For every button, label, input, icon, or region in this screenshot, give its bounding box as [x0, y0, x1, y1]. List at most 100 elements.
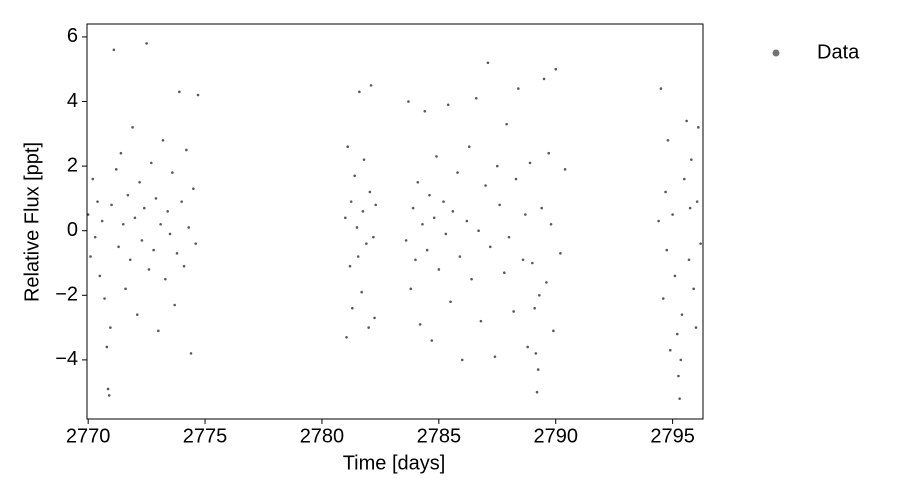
data-point: [690, 158, 693, 161]
data-point: [140, 239, 144, 242]
data-point: [418, 323, 422, 326]
data-point: [545, 281, 548, 284]
data-point: [348, 264, 352, 268]
data-point: [675, 332, 679, 336]
data-point: [540, 206, 543, 210]
data-point: [446, 103, 450, 107]
y-tick-label: −4: [55, 348, 78, 370]
data-point: [502, 271, 506, 274]
data-point: [694, 326, 698, 329]
data-point: [549, 222, 553, 226]
legend-marker: [772, 49, 780, 57]
data-point: [411, 206, 415, 210]
data-point: [185, 148, 188, 152]
data-point: [688, 206, 692, 210]
data-point: [362, 158, 366, 161]
x-tick-label: 2780: [300, 425, 345, 447]
x-tick-label: 2775: [183, 425, 228, 447]
data-point: [680, 313, 684, 316]
data-point: [678, 397, 681, 400]
data-point: [465, 219, 469, 223]
data-point: [535, 390, 539, 394]
data-point: [547, 151, 551, 155]
data-point: [355, 226, 359, 229]
data-point: [679, 358, 683, 362]
data-point: [430, 339, 434, 342]
x-tick-label: 2795: [650, 425, 695, 447]
data-point: [668, 348, 672, 352]
data-point: [351, 306, 354, 310]
data-point: [192, 187, 195, 191]
y-tick-label: −2: [55, 284, 78, 306]
data-point: [666, 138, 670, 142]
data-point: [110, 203, 113, 207]
data-point: [86, 213, 90, 216]
data-point: [442, 200, 445, 203]
x-tick-label: 2770: [66, 425, 111, 447]
data-point: [493, 355, 497, 358]
data-point: [360, 290, 363, 294]
data-point: [542, 77, 546, 81]
data-point: [126, 193, 130, 197]
data-point: [133, 216, 137, 220]
data-point: [152, 248, 155, 252]
data-point: [692, 287, 695, 291]
data-point: [531, 261, 534, 265]
data-point: [369, 84, 373, 87]
data-point: [117, 245, 120, 249]
data-point: [659, 87, 663, 90]
data-point: [695, 200, 699, 203]
x-tick-label: 2790: [533, 425, 578, 447]
data-point: [358, 90, 361, 94]
data-point: [135, 313, 139, 316]
data-point: [107, 394, 111, 397]
data-point: [554, 67, 558, 71]
data-point: [128, 258, 132, 262]
data-point: [105, 345, 109, 349]
data-point: [437, 268, 441, 271]
data-point: [166, 210, 169, 213]
data-point: [361, 210, 365, 213]
data-point: [149, 161, 153, 165]
data-point: [505, 122, 508, 126]
data-point: [534, 352, 538, 355]
data-point: [365, 242, 368, 245]
data-point: [526, 345, 529, 349]
data-point: [91, 177, 95, 181]
data-point: [451, 210, 455, 213]
data-point: [154, 197, 158, 200]
data-point: [685, 119, 688, 123]
data-point: [142, 206, 146, 210]
data-point: [699, 242, 702, 245]
y-axis-label: Relative Flux [ppt]: [21, 142, 43, 302]
data-point: [180, 200, 183, 203]
data-point: [470, 277, 473, 281]
data-point: [353, 174, 356, 178]
data-point: [103, 297, 106, 300]
data-point: [414, 258, 417, 262]
data-point: [368, 190, 372, 194]
data-point: [559, 252, 562, 255]
data-point: [161, 138, 165, 142]
data-point: [168, 232, 172, 236]
data-point: [131, 126, 134, 129]
plot-frame: [86, 23, 704, 420]
data-point: [356, 255, 360, 258]
data-point: [484, 184, 487, 187]
data-point: [349, 200, 353, 203]
data-point: [96, 200, 99, 203]
data-point: [175, 252, 179, 255]
data-point: [121, 222, 125, 226]
data-point: [421, 222, 424, 226]
data-point: [432, 216, 436, 220]
data-point: [428, 193, 431, 197]
data-point: [665, 248, 669, 252]
y-tick-label: 2: [67, 154, 78, 176]
data-point: [423, 109, 427, 113]
data-point: [657, 219, 660, 223]
y-tick-label: 6: [67, 25, 78, 47]
data-point: [435, 155, 438, 158]
data-point: [552, 329, 555, 333]
data-point: [112, 48, 116, 52]
data-point: [507, 235, 511, 239]
